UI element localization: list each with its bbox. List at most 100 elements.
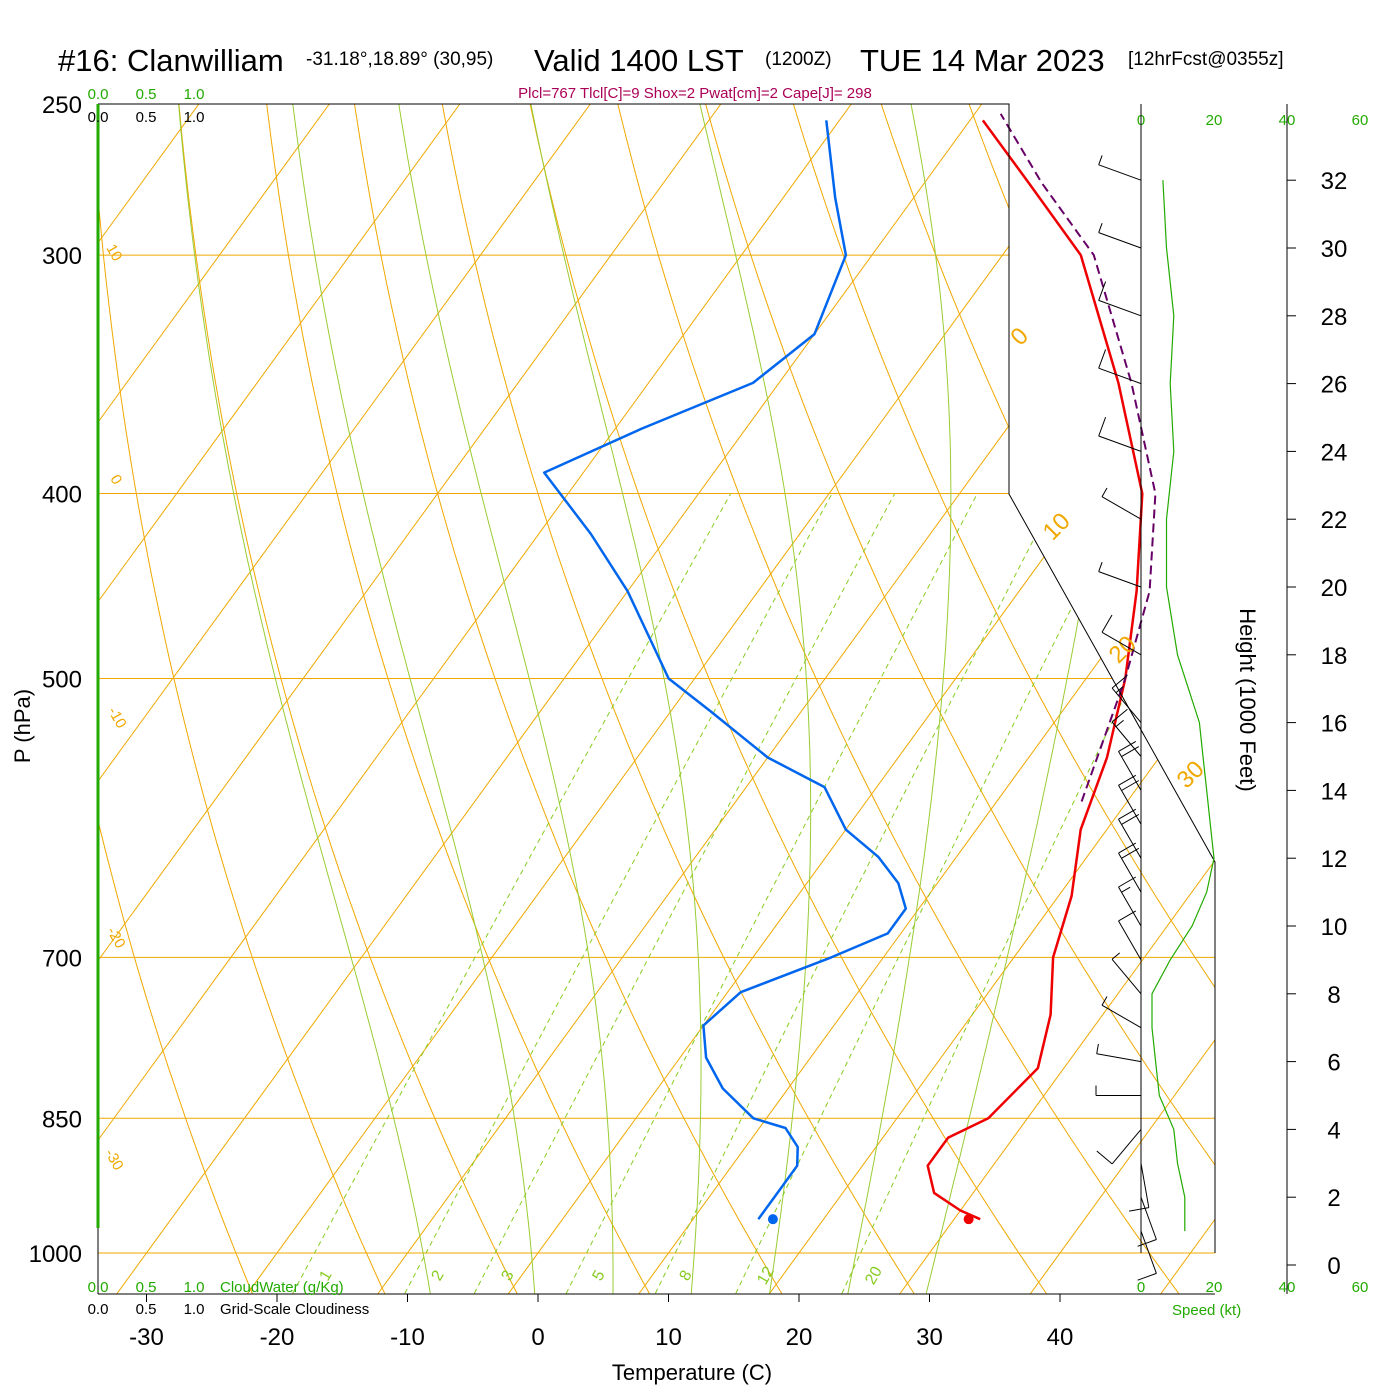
cloudiness-tick-bottom: 0.0 xyxy=(88,1301,109,1318)
dry-adiabat xyxy=(1391,70,1400,1293)
moist-adiabat xyxy=(847,104,952,1294)
dry-adiabat xyxy=(98,104,386,1294)
cloudwater-tick-bottom: 0.0 xyxy=(88,1279,109,1296)
isotherm xyxy=(116,104,983,1294)
moist-adiabat xyxy=(530,104,702,1294)
dry-adiabat xyxy=(696,104,1215,1294)
mixing-ratio-line xyxy=(473,493,896,1294)
dry-adiabat xyxy=(1129,104,1215,1294)
pressure-tick-label: 300 xyxy=(42,243,82,270)
wind-barb xyxy=(1140,1163,1150,1208)
moist-adiabat xyxy=(178,104,431,1294)
cloudiness-tick-top: 1.0 xyxy=(184,109,205,126)
wind-barb-feather xyxy=(1118,740,1137,752)
mixing-ratio-label: 5 xyxy=(590,1268,609,1284)
mixing-ratio-line xyxy=(565,493,978,1294)
wind-barb xyxy=(1118,852,1142,893)
speed-tick-top: 40 xyxy=(1279,112,1296,129)
wind-barb xyxy=(1098,435,1142,452)
height-tick-label: 4 xyxy=(1327,1117,1340,1144)
temperature-tick-label: 20 xyxy=(786,1324,813,1351)
cloudwater-tick-top: 0.5 xyxy=(136,86,157,103)
isotherm xyxy=(638,104,1215,1294)
isotherm-label: 10 xyxy=(102,241,125,264)
background-grid xyxy=(98,70,1400,1294)
dry-adiabat xyxy=(782,104,1215,1294)
station-title: #16: Clanwilliam xyxy=(58,43,284,78)
speed-tick-bottom: 0 xyxy=(1137,1279,1145,1296)
dry-adiabat xyxy=(522,104,1047,1294)
wind-barb xyxy=(1101,1004,1142,1029)
wind-barb xyxy=(1118,751,1142,791)
sounding-profiles xyxy=(542,113,1157,1225)
speed-tick-top: 20 xyxy=(1206,112,1223,129)
wind-barb-feather xyxy=(1137,1239,1157,1247)
pressure-tick-label: 700 xyxy=(42,945,82,972)
height-tick-label: 10 xyxy=(1321,914,1348,941)
wind-barb xyxy=(1118,818,1142,859)
wind-barb xyxy=(1111,721,1142,757)
height-tick-label: 2 xyxy=(1327,1185,1340,1212)
height-tick-label: 8 xyxy=(1327,982,1340,1009)
wind-barb-feather xyxy=(1115,685,1124,694)
mixing-ratio-label: 2 xyxy=(429,1268,448,1284)
wind-barb-feather xyxy=(1101,996,1108,1006)
wind-barb-feather xyxy=(1098,349,1107,369)
wind-barb-feather xyxy=(1129,1207,1149,1212)
isotherm xyxy=(98,104,330,1294)
dry-adiabat xyxy=(349,104,783,1294)
pressure-tick-label: 250 xyxy=(42,92,82,119)
wind-barb-feather xyxy=(1101,487,1108,497)
height-tick-label: 32 xyxy=(1321,168,1348,195)
wind-barb-feather xyxy=(1115,719,1124,727)
wind-barb xyxy=(1098,367,1142,385)
speed-tick-bottom: 60 xyxy=(1352,1279,1369,1296)
wind-barb xyxy=(1111,687,1142,723)
wind-barb xyxy=(1101,631,1142,656)
pressure-tick-label: 850 xyxy=(42,1106,82,1133)
cloudwater-tick-top: 0.0 xyxy=(88,86,109,103)
wind-speed-line xyxy=(1151,180,1215,1232)
wind-barb-feather xyxy=(1098,562,1103,572)
temperature-tick-label: 0 xyxy=(531,1324,544,1351)
height-tick-label: 28 xyxy=(1321,304,1348,331)
speed-tick-bottom: 20 xyxy=(1206,1279,1223,1296)
wind-barb-feather xyxy=(1111,674,1128,689)
isotherm-label: -10 xyxy=(104,704,130,731)
height-tick-label: 16 xyxy=(1321,711,1348,738)
isotherm xyxy=(98,104,722,1294)
height-tick-label: 20 xyxy=(1321,575,1348,602)
wind-barb-feather xyxy=(1137,1272,1157,1281)
mixing-ratio-line xyxy=(841,493,1215,1294)
wind-barb xyxy=(1140,1197,1157,1240)
pressure-tick-label: 500 xyxy=(42,667,82,694)
mixing-ratio-line xyxy=(292,493,732,1294)
wind-barb xyxy=(1098,571,1142,588)
temperature-tick-label: 40 xyxy=(1047,1324,1074,1351)
cloudwater-tick-top: 1.0 xyxy=(184,86,205,103)
surface-dewpoint-dot xyxy=(767,1214,778,1225)
dry-adiabat xyxy=(609,104,1180,1294)
pressure-tick-label: 1000 xyxy=(29,1241,82,1268)
isotherm xyxy=(246,104,1113,1294)
dry-adiabat xyxy=(1304,70,1400,1293)
temperature-tick-label: 30 xyxy=(916,1324,943,1351)
x-axis-label: Temperature (C) xyxy=(612,1360,772,1385)
wind-barb xyxy=(1098,164,1142,181)
station-coords: -31.18°,18.89° (30,95) xyxy=(306,49,493,70)
cloudwater-label: CloudWater (g/Kg) xyxy=(220,1279,344,1296)
speed-label: Speed (kt) xyxy=(1172,1302,1241,1319)
isotherm xyxy=(98,104,461,1294)
forecast-info: [12hrFcst@0355z] xyxy=(1128,49,1284,70)
isotherm-label: 10 xyxy=(1038,508,1076,546)
wind-barb xyxy=(1098,299,1142,317)
wind-barb xyxy=(1111,1129,1142,1165)
mixing-ratio-line xyxy=(735,493,1130,1294)
wind-barb-feather xyxy=(1096,1150,1113,1165)
wind-barb xyxy=(1111,958,1142,995)
wind-barb xyxy=(1118,886,1142,927)
temperature-tick-label: -10 xyxy=(390,1324,425,1351)
temperature-tick-label: -30 xyxy=(129,1324,164,1351)
dry-adiabat xyxy=(435,104,915,1294)
